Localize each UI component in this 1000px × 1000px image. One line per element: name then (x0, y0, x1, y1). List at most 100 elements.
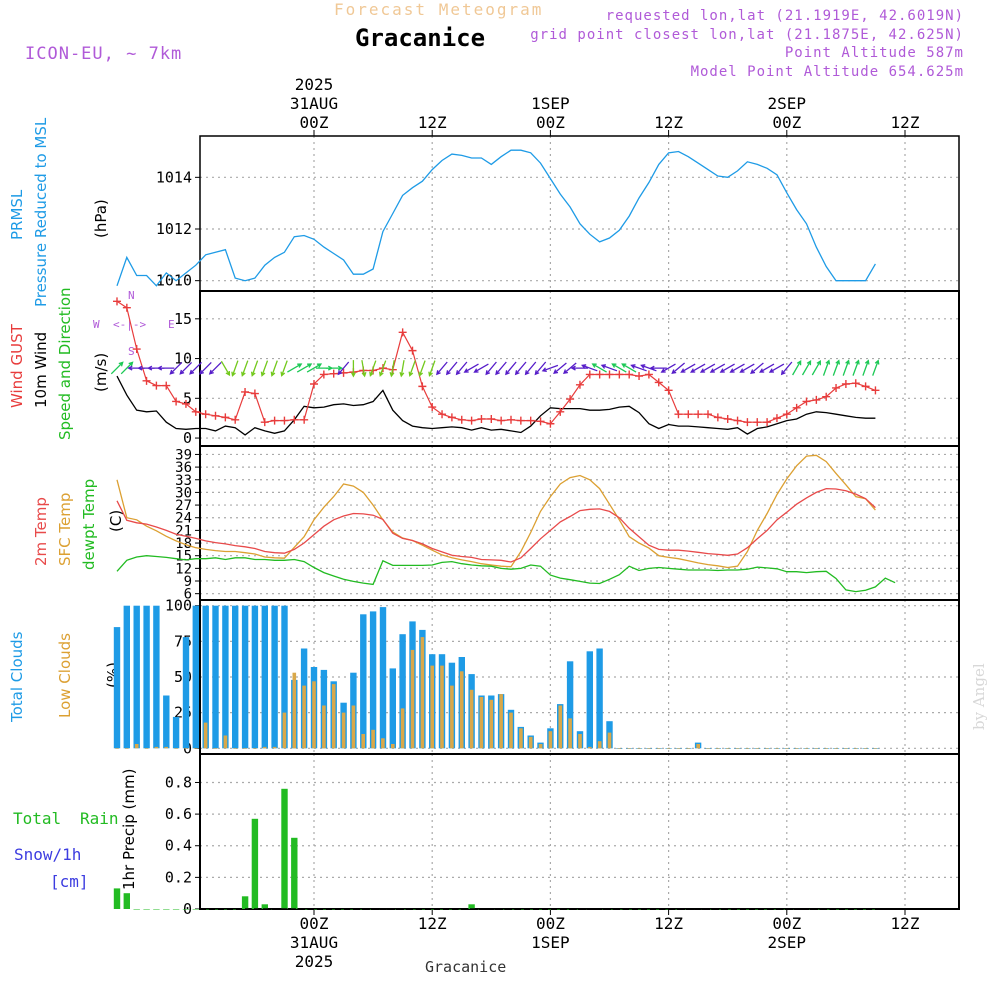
gust-marker (408, 346, 417, 355)
wind-direction-arrow (208, 361, 222, 375)
label-total: Total (13, 809, 62, 828)
bar-low-clouds (538, 744, 543, 749)
bar-total-clouds (586, 651, 593, 749)
bar-total-rain (438, 909, 446, 910)
bar-low-clouds (164, 746, 168, 749)
gust-marker (260, 418, 269, 427)
bar-low-clouds (804, 748, 809, 749)
y-tick-label: 0 (183, 429, 192, 447)
bar-total-rain (468, 904, 475, 909)
compass-arrows: <-|-> (113, 318, 147, 331)
bar-low-clouds (548, 731, 553, 749)
bar-low-clouds (509, 712, 513, 749)
header-model-altitude: Model Point Altitude 654.625m (690, 64, 964, 80)
gust-marker (851, 379, 860, 388)
gust-marker (231, 415, 240, 424)
gust-marker (644, 370, 653, 379)
bar-low-clouds (469, 689, 474, 749)
bar-total-clouds (133, 605, 140, 749)
gust-marker (635, 372, 644, 381)
bar-total-clouds (153, 605, 160, 749)
bar-total-rain (547, 909, 554, 910)
gust-marker (536, 417, 545, 426)
bar-low-clouds (351, 705, 356, 749)
top-time-label: 31AUG (290, 94, 338, 113)
gust-marker (733, 416, 742, 425)
wind-direction-arrow (872, 359, 880, 376)
top-time-label: 12Z (654, 113, 683, 132)
bar-total-rain (842, 909, 850, 910)
bottom-time-label: 31AUG (290, 933, 338, 952)
wind-direction-arrow (270, 360, 278, 377)
wind-direction-arrow (811, 360, 821, 376)
y-tick-label: 1010 (156, 272, 192, 290)
wind-direction-arrow (389, 360, 395, 378)
gust-marker (142, 376, 151, 385)
wind-direction-arrow (671, 362, 686, 375)
bottom-time-label: 2SEP (768, 933, 807, 952)
wind-direction-arrow (621, 363, 637, 373)
bar-low-clouds (794, 748, 799, 749)
gust-marker (625, 370, 634, 379)
bar-total-clouds (360, 614, 367, 749)
bar-low-clouds (479, 697, 484, 749)
bar-low-clouds (262, 746, 267, 749)
bottom-time-label: 12Z (891, 914, 920, 933)
panel-frame (199, 135, 960, 292)
gust-marker (250, 389, 259, 398)
wind-direction-arrow (241, 360, 249, 377)
gust-marker (319, 370, 328, 379)
bottom-time-label: 12Z (654, 914, 683, 933)
bar-low-clouds (696, 744, 700, 749)
bar-low-clouds (194, 748, 198, 749)
gust-marker (566, 395, 575, 404)
compass-s: S (128, 345, 135, 358)
bar-low-clouds (755, 748, 760, 749)
bar-low-clouds (627, 748, 631, 749)
bar-total-rain (163, 909, 170, 910)
wind-direction-arrow (120, 361, 134, 375)
bar-low-clouds (597, 741, 602, 749)
wind-direction-arrow (562, 362, 577, 375)
bar-low-clouds (302, 685, 306, 749)
gust-marker (398, 328, 407, 337)
gust-marker (792, 403, 801, 412)
wind-direction-arrow (350, 360, 356, 378)
bar-total-clouds (281, 605, 288, 749)
bar-low-clouds (499, 694, 503, 749)
top-time-label: 2025 (295, 75, 334, 94)
gust-marker (654, 378, 663, 387)
gust-marker (447, 413, 456, 422)
bar-total-clouds (202, 605, 209, 749)
bar-total-rain (734, 909, 741, 910)
bar-total-rain (429, 909, 436, 910)
top-time-label: 1SEP (531, 94, 570, 113)
bar-total-clouds (379, 607, 387, 749)
bar-total-rain (113, 888, 121, 909)
wind-direction-arrow (524, 361, 537, 376)
bar-low-clouds (666, 748, 671, 749)
wind-direction-arrow (110, 361, 124, 375)
bar-total-clouds (182, 637, 190, 749)
y-tick-label: 15 (175, 549, 192, 565)
bar-low-clouds (459, 671, 464, 749)
wind-direction-arrow (690, 363, 706, 373)
bar-total-rain (527, 909, 534, 910)
y-tick-label: 27 (175, 498, 192, 514)
wind-direction-arrow (169, 361, 183, 375)
y-tick-label: 0.8 (165, 773, 192, 791)
bar-total-rain (419, 909, 426, 910)
bar-total-rain (448, 909, 456, 910)
bar-low-clouds (322, 705, 326, 749)
bar-total-clouds (143, 605, 150, 749)
bar-low-clouds (253, 748, 257, 749)
wind-direction-arrow (473, 363, 489, 373)
wind-direction-arrow (306, 363, 323, 373)
wind-direction-arrow (792, 360, 802, 376)
bar-low-clouds (292, 672, 297, 749)
bar-total-rain (133, 909, 140, 910)
wind-direction-arrow (822, 359, 831, 376)
bar-low-clouds (400, 708, 405, 749)
gust-marker (241, 387, 250, 396)
